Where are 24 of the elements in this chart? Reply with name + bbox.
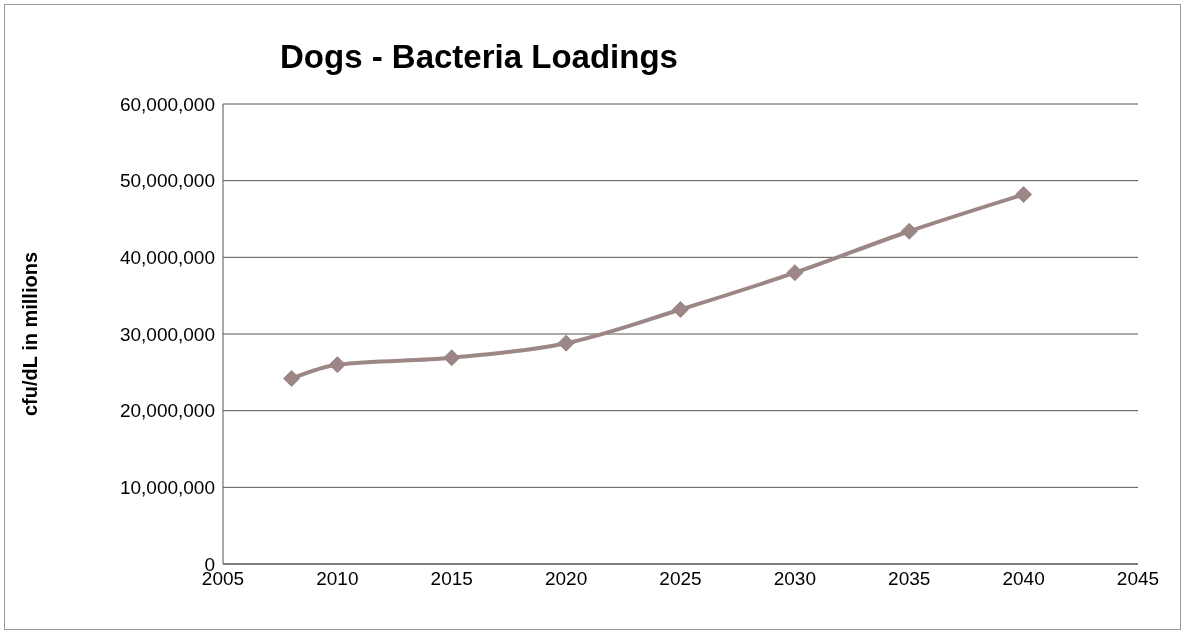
y-axis-title: cfu/dL in millions bbox=[19, 251, 42, 417]
chart-title: Dogs - Bacteria Loadings bbox=[280, 38, 678, 76]
x-tick-label: 2015 bbox=[430, 568, 473, 590]
point bbox=[443, 349, 461, 367]
x-tick-label: 2020 bbox=[544, 568, 588, 590]
y-tick-label: 40,000,000 bbox=[119, 247, 215, 269]
point bbox=[1015, 185, 1033, 203]
x-tick-label: 2035 bbox=[888, 568, 931, 590]
x-tick-label: 2045 bbox=[1116, 568, 1160, 590]
y-tick-label: 10,000,000 bbox=[119, 477, 215, 499]
point bbox=[672, 300, 689, 318]
x-tick-label: 2010 bbox=[316, 568, 359, 590]
x-tick-label: 2030 bbox=[773, 568, 817, 590]
y-tick-label: 50,000,000 bbox=[119, 170, 215, 192]
x-tick-label: 2025 bbox=[659, 568, 702, 590]
point bbox=[786, 264, 804, 282]
point bbox=[283, 369, 301, 387]
point bbox=[900, 222, 918, 240]
y-tick-label: 60,000,000 bbox=[119, 93, 215, 115]
point bbox=[328, 356, 346, 374]
point bbox=[557, 334, 575, 352]
y-tick-label: 20,000,000 bbox=[119, 400, 215, 422]
x-tick-label: 2040 bbox=[1002, 568, 1045, 590]
y-tick-label: 30,000,000 bbox=[119, 323, 215, 345]
